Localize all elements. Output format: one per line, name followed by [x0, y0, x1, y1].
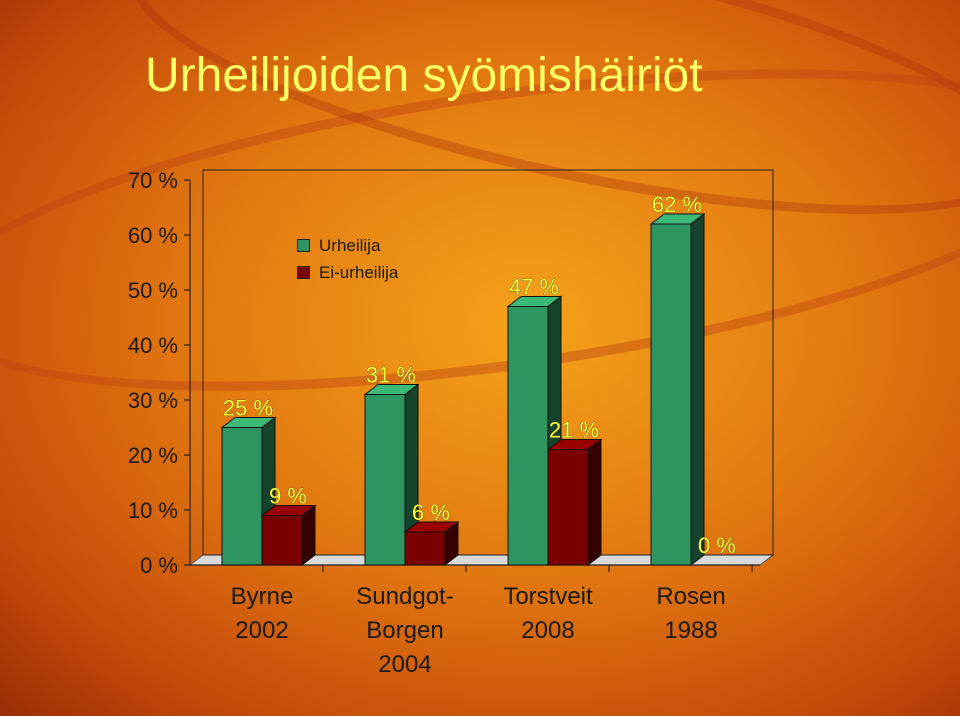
data-label: 47 %: [509, 275, 559, 300]
bar-athlete-side: [690, 212, 705, 567]
y-tick-label: 0 %: [140, 553, 178, 578]
legend-item-non-athlete: Ei-urheilija: [287, 259, 398, 286]
data-label: 62 %: [652, 192, 702, 217]
category-label: 1988: [664, 617, 717, 644]
category-label: 2004: [378, 651, 431, 678]
data-label: 21 %: [549, 418, 599, 443]
category-label: Rosen: [656, 583, 725, 610]
bar-athlete: [650, 223, 692, 566]
y-tick-label: 70 %: [128, 168, 178, 193]
legend-swatch-athlete: [297, 239, 310, 252]
bar-athlete: [507, 306, 549, 566]
category-label: Byrne: [231, 583, 294, 610]
y-tick-label: 60 %: [128, 223, 178, 248]
category-label: Borgen: [366, 617, 443, 644]
y-tick-label: 30 %: [128, 388, 178, 413]
y-tick-label: 50 %: [128, 278, 178, 303]
legend-label-non-athlete: Ei-urheilija: [319, 263, 399, 282]
y-tick-label: 10 %: [128, 498, 178, 523]
data-label: 0 %: [698, 533, 736, 558]
category-label: 2008: [521, 617, 574, 644]
data-label: 25 %: [223, 396, 273, 421]
bar-non-athlete: [547, 449, 589, 566]
legend-label-athlete: Urheilija: [319, 236, 381, 255]
category-label: 2002: [235, 617, 288, 644]
legend-item-athlete: Urheilija: [287, 232, 398, 259]
bar-non-athlete: [404, 531, 446, 566]
bar-athlete: [221, 427, 263, 566]
bar-non-athlete-side: [444, 520, 459, 567]
chart-legend: Urheilija Ei-urheilija: [287, 232, 398, 286]
legend-swatch-non-athlete: [297, 266, 310, 279]
bar-non-athlete: [261, 515, 303, 566]
data-label: 9 %: [269, 484, 307, 509]
y-tick-label: 40 %: [128, 333, 178, 358]
bar-non-athlete-side: [587, 438, 602, 567]
data-label: 6 %: [412, 500, 450, 525]
category-label: Torstveit: [503, 583, 593, 610]
bar-athlete: [364, 394, 406, 566]
bar-non-athlete-side: [301, 504, 316, 567]
slide-title: Urheilijoiden syömishäiriöt: [145, 49, 703, 102]
data-label: 31 %: [366, 363, 416, 388]
chart-back-wall: [202, 169, 774, 556]
y-tick-label: 20 %: [128, 443, 178, 468]
category-label: Sundgot-: [356, 583, 453, 610]
